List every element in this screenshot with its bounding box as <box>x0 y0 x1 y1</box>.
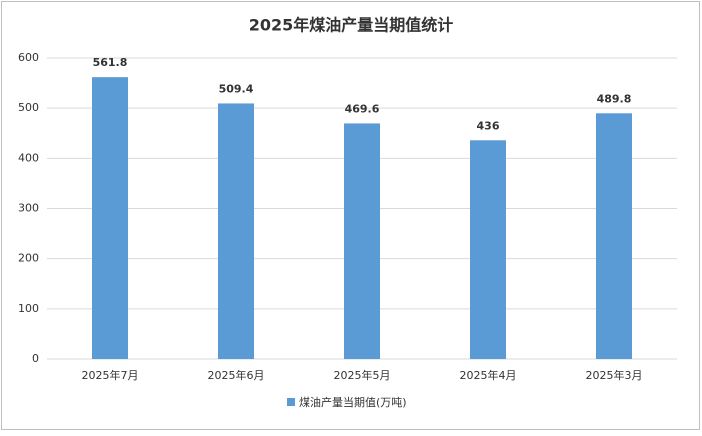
data-label: 436 <box>477 119 500 132</box>
y-tick-label: 500 <box>18 101 39 114</box>
bar <box>218 103 254 360</box>
data-label: 489.8 <box>597 92 632 105</box>
bar <box>344 123 380 360</box>
bar <box>92 77 128 359</box>
data-label: 561.8 <box>93 56 128 69</box>
x-tick-label: 2025年7月 <box>82 368 139 382</box>
data-label: 469.6 <box>345 102 380 115</box>
x-tick-label: 2025年3月 <box>586 368 643 382</box>
y-tick-label: 200 <box>18 252 39 265</box>
y-tick-label: 0 <box>32 352 39 365</box>
bar <box>596 113 632 360</box>
x-tick-label: 2025年6月 <box>208 368 265 382</box>
chart-title: 2025年煤油产量当期值统计 <box>249 16 454 35</box>
data-label: 509.4 <box>219 82 254 95</box>
y-tick-label: 600 <box>18 51 39 64</box>
y-tick-label: 100 <box>18 302 39 315</box>
bar <box>470 140 506 359</box>
x-tick-label: 2025年5月 <box>334 368 391 382</box>
y-tick-label: 300 <box>18 202 39 215</box>
legend-label: 煤油产量当期值(万吨) <box>299 395 407 409</box>
y-tick-label: 400 <box>18 151 39 164</box>
x-tick-label: 2025年4月 <box>460 368 517 382</box>
legend-swatch <box>287 398 295 406</box>
